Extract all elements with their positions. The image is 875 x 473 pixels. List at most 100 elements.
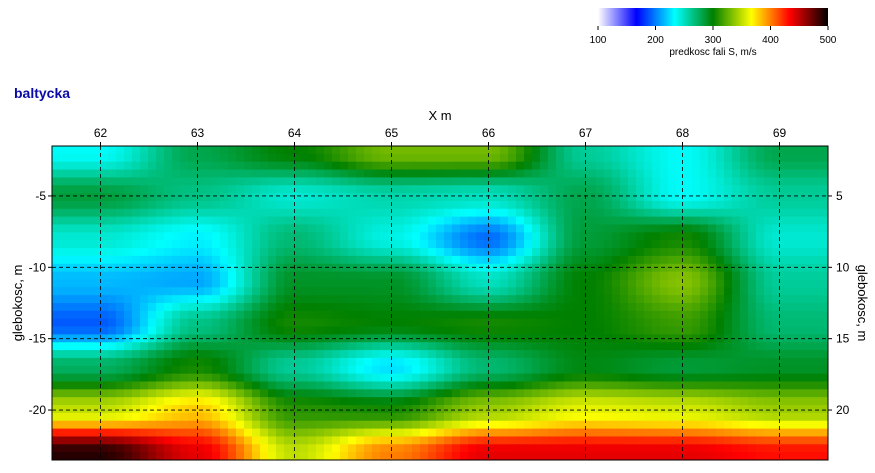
heatmap-cell xyxy=(236,303,245,312)
heatmap-cell xyxy=(500,185,509,194)
heatmap-cell xyxy=(572,389,581,398)
heatmap-cell xyxy=(84,389,93,398)
heatmap-cell xyxy=(324,177,333,186)
heatmap-cell xyxy=(84,420,93,430)
heatmap-cell xyxy=(804,420,813,430)
heatmap-cell xyxy=(236,216,245,226)
heatmap-cell xyxy=(364,216,373,226)
heatmap-cell xyxy=(764,177,773,186)
heatmap-cell xyxy=(676,287,685,296)
heatmap-cell xyxy=(764,153,773,163)
heatmap-cell xyxy=(84,169,93,178)
heatmap-cell xyxy=(260,436,269,445)
heatmap-cell xyxy=(668,357,677,367)
heatmap-cell xyxy=(444,216,453,226)
heatmap-cell xyxy=(236,295,245,304)
heatmap-cell xyxy=(780,357,789,367)
heatmap-cell xyxy=(604,326,613,335)
heatmap-cell xyxy=(692,444,701,453)
heatmap-cell xyxy=(644,232,653,241)
heatmap-cell xyxy=(452,248,461,257)
heatmap-cell xyxy=(764,397,773,406)
heatmap-cell xyxy=(484,279,493,288)
heatmap-cell xyxy=(668,169,677,178)
heatmap-cell xyxy=(604,310,613,320)
heatmap-cell xyxy=(692,452,701,460)
heatmap-cell xyxy=(132,420,141,430)
heatmap-cell xyxy=(148,240,157,249)
heatmap-cell xyxy=(684,420,693,430)
heatmap-cell xyxy=(508,365,517,375)
heatmap-cell xyxy=(436,428,445,438)
heatmap-cell xyxy=(508,326,517,335)
heatmap-cell xyxy=(476,146,485,155)
heatmap-cell xyxy=(196,153,205,163)
heatmap-cell xyxy=(572,365,581,375)
heatmap-cell xyxy=(716,405,725,414)
heatmap-cell xyxy=(548,193,557,202)
heatmap-cell xyxy=(628,350,637,359)
heatmap-cell xyxy=(556,200,565,210)
heatmap-cell xyxy=(236,248,245,257)
heatmap-cell xyxy=(84,232,93,241)
heatmap-cell xyxy=(660,279,669,288)
heatmap-cell xyxy=(452,153,461,163)
heatmap-cell xyxy=(748,342,757,351)
heatmap-cell xyxy=(132,389,141,398)
heatmap-cell xyxy=(348,279,357,288)
heatmap-cell xyxy=(564,216,573,226)
heatmap-cell xyxy=(92,310,101,320)
heatmap-cell xyxy=(660,177,669,186)
heatmap-cell xyxy=(412,381,421,390)
heatmap-cell xyxy=(276,310,285,320)
heatmap-cell xyxy=(580,279,589,288)
heatmap-cell xyxy=(116,412,125,422)
heatmap-cell xyxy=(172,326,181,335)
heatmap-cell xyxy=(172,248,181,257)
heatmap-cell xyxy=(372,381,381,390)
heatmap-cell xyxy=(380,381,389,390)
heatmap-cell xyxy=(52,357,61,367)
heatmap-cell xyxy=(196,326,205,335)
heatmap-cell xyxy=(796,334,805,343)
heatmap-cell xyxy=(396,193,405,202)
heatmap-cell xyxy=(428,397,437,406)
heatmap-cell xyxy=(684,334,693,343)
heatmap-cell xyxy=(460,412,469,422)
heatmap-cell xyxy=(148,248,157,257)
heatmap-cell xyxy=(740,255,749,265)
heatmap-cell xyxy=(124,240,133,249)
heatmap-cell xyxy=(580,310,589,320)
heatmap-cell xyxy=(820,436,828,445)
heatmap-cell xyxy=(76,365,85,375)
heatmap-cell xyxy=(68,153,77,163)
heatmap-cell xyxy=(716,200,725,210)
y-tick-label-left: -10 xyxy=(29,260,47,274)
heatmap-cell xyxy=(420,232,429,241)
heatmap-cell xyxy=(804,161,813,171)
heatmap-cell xyxy=(612,169,621,178)
heatmap-cell xyxy=(156,240,165,249)
heatmap-cell xyxy=(396,412,405,422)
heatmap-cell xyxy=(164,153,173,163)
heatmap-cell xyxy=(268,420,277,430)
heatmap-cell xyxy=(268,200,277,210)
heatmap-cell xyxy=(324,342,333,351)
heatmap-cell xyxy=(116,216,125,226)
heatmap-cell xyxy=(820,161,828,171)
heatmap-cell xyxy=(692,436,701,445)
heatmap-cell xyxy=(556,444,565,453)
heatmap-cell xyxy=(428,240,437,249)
heatmap-cell xyxy=(404,420,413,430)
heatmap-cell xyxy=(300,444,309,453)
heatmap-cell xyxy=(532,248,541,257)
heatmap-cell xyxy=(348,161,357,171)
heatmap-cell xyxy=(388,169,397,178)
heatmap-cell xyxy=(492,224,501,233)
heatmap-cell xyxy=(620,350,629,359)
heatmap-cell xyxy=(820,365,828,375)
heatmap-cell xyxy=(260,248,269,257)
heatmap-cell xyxy=(748,310,757,320)
heatmap-cell xyxy=(348,295,357,304)
heatmap-cell xyxy=(716,271,725,281)
